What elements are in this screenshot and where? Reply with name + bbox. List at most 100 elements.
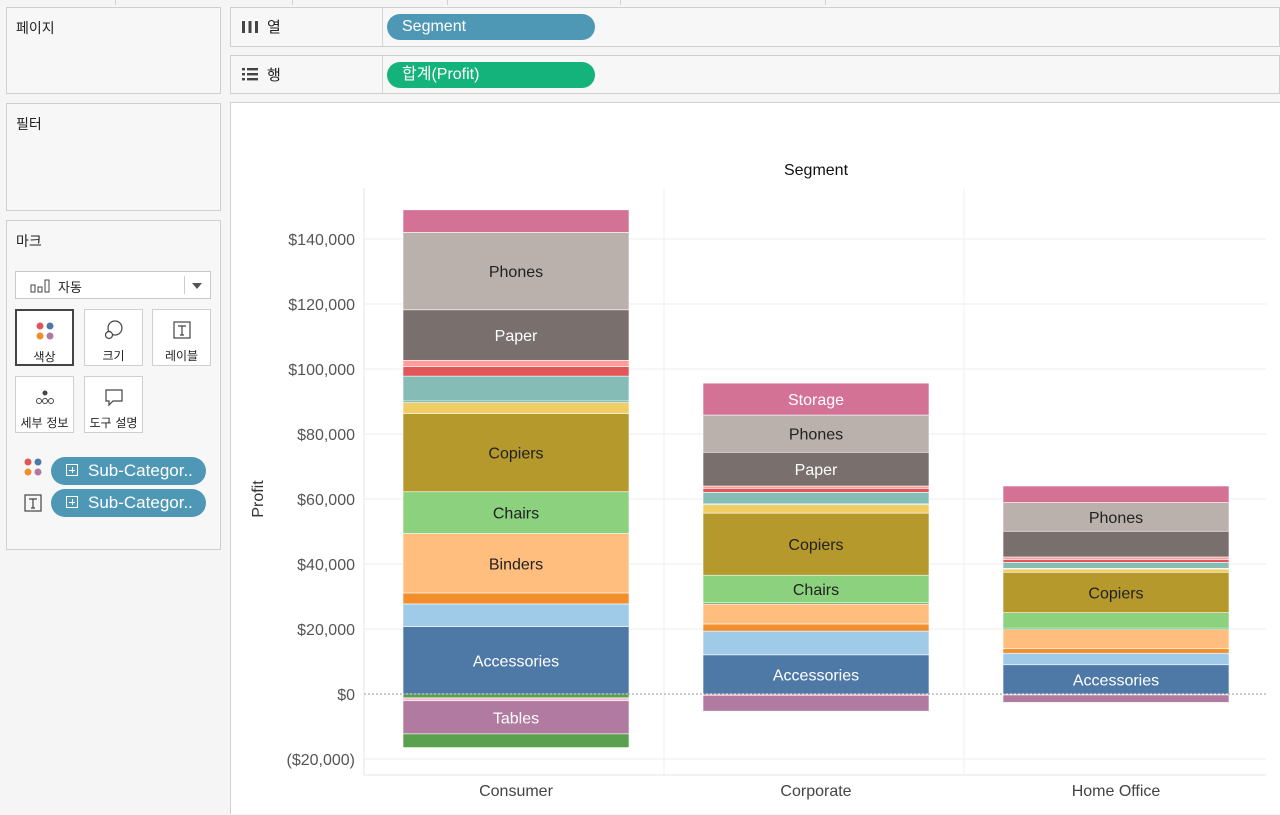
y-tick-label: $40,000 xyxy=(297,557,355,574)
pages-card[interactable]: 페이지 xyxy=(6,7,221,94)
columns-shelf[interactable]: 열 Segment xyxy=(230,7,1280,47)
label-button-label: 레이블 xyxy=(164,349,199,363)
expand-plus-icon[interactable] xyxy=(66,464,78,476)
pages-card-title: 페이지 xyxy=(16,21,55,37)
bar-segment[interactable] xyxy=(402,366,630,377)
bar-segment[interactable] xyxy=(702,710,930,713)
bar-segment[interactable] xyxy=(702,451,930,487)
columns-icon xyxy=(242,19,258,33)
bar-segment[interactable] xyxy=(402,697,630,702)
bar-segment[interactable] xyxy=(1002,561,1230,569)
bar-segment[interactable] xyxy=(402,209,630,233)
bar-segment[interactable] xyxy=(1002,530,1230,558)
bar-segment[interactable] xyxy=(702,485,930,489)
bar-segment[interactable] xyxy=(702,504,930,514)
bar-segment[interactable] xyxy=(1002,694,1230,703)
bar-data-label: Chairs xyxy=(493,506,539,523)
bar-segment[interactable] xyxy=(1002,485,1230,503)
label-field-pill[interactable]: Sub-Categor.. xyxy=(51,489,206,517)
color-field-pill[interactable]: Sub-Categor.. xyxy=(51,457,206,485)
color-field-row: Sub-Categor.. xyxy=(23,457,213,487)
bar-segment[interactable] xyxy=(402,232,630,311)
bar-segment[interactable] xyxy=(702,623,930,632)
columns-label-text: 열 xyxy=(267,18,281,36)
mark-type-value: 자동 xyxy=(58,281,82,296)
color-field-label: Sub-Categor.. xyxy=(88,461,193,480)
segment-column-pill[interactable]: Segment xyxy=(387,14,595,40)
bar-segment[interactable] xyxy=(402,693,630,699)
bar-segment[interactable] xyxy=(1002,502,1230,532)
profit-sum-row-pill[interactable]: 합계(Profit) xyxy=(387,62,595,88)
bar-segment[interactable] xyxy=(1002,664,1230,695)
bar-segment[interactable] xyxy=(402,402,630,414)
marks-card-title: 마크 xyxy=(16,234,42,250)
y-tick-label: $80,000 xyxy=(297,427,355,444)
bar-data-label: Binders xyxy=(489,556,543,573)
color-dots-icon xyxy=(36,322,53,340)
bar-segment[interactable] xyxy=(402,359,630,367)
bar-segment[interactable] xyxy=(1002,648,1230,654)
bar-segment[interactable] xyxy=(1002,652,1230,666)
bar-segment[interactable] xyxy=(1002,556,1230,560)
bar-segment[interactable] xyxy=(402,533,630,594)
bar-segment[interactable] xyxy=(402,603,630,627)
bar-segment[interactable] xyxy=(702,630,930,656)
bar-segment[interactable] xyxy=(702,603,930,625)
label-field-label: Sub-Categor.. xyxy=(88,493,193,512)
bar-segment[interactable] xyxy=(702,654,930,695)
color-button[interactable]: 색상 xyxy=(15,309,74,366)
detail-button-label: 세부 정보 xyxy=(20,416,69,430)
bar-segment[interactable] xyxy=(1002,559,1230,563)
label-field-row: Sub-Categor.. xyxy=(23,489,213,519)
y-tick-label: ($20,000) xyxy=(287,752,356,769)
bar-segment[interactable] xyxy=(1002,702,1230,704)
view-canvas: Segment ($20,000) $0 $20,000 $40,000 $60,000 $… xyxy=(230,102,1280,814)
bar-data-label: Phones xyxy=(489,264,543,281)
filters-card-title: 필터 xyxy=(16,117,42,133)
size-button-label: 크기 xyxy=(102,349,125,363)
dropdown-divider xyxy=(184,276,185,294)
bar-segment[interactable] xyxy=(402,733,630,748)
columns-shelf-label: 열 xyxy=(231,8,383,46)
bar-data-label: Accessories xyxy=(1073,672,1159,689)
bar-segment[interactable] xyxy=(702,574,930,604)
chart-title: Segment xyxy=(784,162,849,179)
bar-data-label: Copiers xyxy=(488,446,543,463)
bar-segment[interactable] xyxy=(402,375,630,402)
stacked-bar-chart: Segment ($20,000) $0 $20,000 $40,000 $60,000 $… xyxy=(250,162,1266,800)
toolbar-strip xyxy=(0,0,1280,6)
chevron-down-icon[interactable] xyxy=(192,283,202,289)
label-button[interactable]: 레이블 xyxy=(152,309,211,366)
bar-segment[interactable] xyxy=(1002,629,1230,650)
bar-segment[interactable] xyxy=(402,491,630,534)
bar-segment[interactable] xyxy=(702,512,930,576)
expand-plus-icon[interactable] xyxy=(66,496,78,508)
color-dots-icon xyxy=(24,458,42,476)
x-category-label: Corporate xyxy=(780,783,851,800)
size-button[interactable]: 크기 xyxy=(84,309,143,366)
y-tick-label: $0 xyxy=(337,687,355,704)
bar-segment[interactable] xyxy=(702,487,930,493)
tooltip-button[interactable]: 도구 설명 xyxy=(84,376,143,433)
rows-shelf[interactable]: 행 합계(Profit) xyxy=(230,55,1280,94)
rows-icon xyxy=(242,68,258,81)
color-button-label: 색상 xyxy=(33,350,56,364)
bar-data-label: Phones xyxy=(789,427,843,444)
y-tick-label: $60,000 xyxy=(297,492,355,509)
tooltip-button-label: 도구 설명 xyxy=(89,416,138,430)
bar-data-label: Storage xyxy=(788,392,844,409)
bar-segment[interactable] xyxy=(702,694,930,712)
bar-data-label: Copiers xyxy=(788,537,843,554)
bar-segment[interactable] xyxy=(702,382,930,416)
bar-segment[interactable] xyxy=(702,491,930,505)
mark-type-dropdown[interactable]: 자동 xyxy=(15,271,211,299)
bar-segment[interactable] xyxy=(1002,568,1230,573)
bar-segment[interactable] xyxy=(402,592,630,605)
bar-segment[interactable] xyxy=(702,414,930,453)
filters-card[interactable]: 필터 xyxy=(6,103,221,211)
detail-button[interactable]: 세부 정보 xyxy=(15,376,74,433)
bar-segment[interactable] xyxy=(402,700,630,735)
bar-segment[interactable] xyxy=(1002,612,1230,629)
bar-data-label: Accessories xyxy=(473,653,559,670)
size-circles-icon xyxy=(104,320,123,340)
